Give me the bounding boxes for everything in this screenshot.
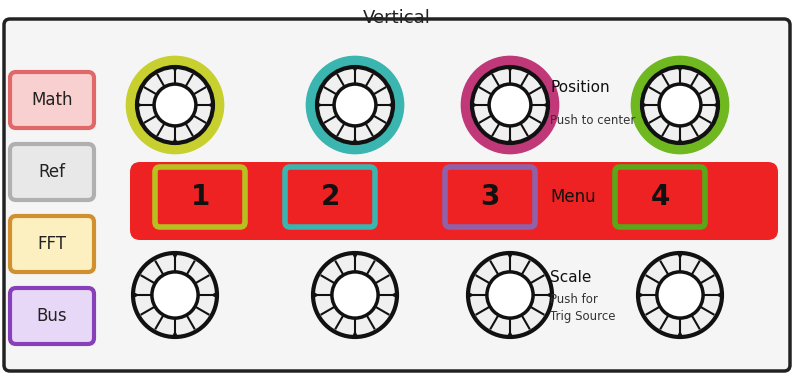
Circle shape	[306, 56, 403, 153]
Circle shape	[642, 66, 719, 144]
Circle shape	[659, 84, 701, 126]
Polygon shape	[712, 102, 718, 108]
Text: FFT: FFT	[37, 235, 67, 253]
Polygon shape	[207, 102, 213, 108]
Text: 2: 2	[320, 183, 340, 211]
FancyBboxPatch shape	[4, 19, 790, 371]
Polygon shape	[545, 292, 552, 298]
Polygon shape	[507, 137, 513, 143]
Circle shape	[152, 272, 198, 318]
Circle shape	[638, 253, 722, 337]
Circle shape	[154, 84, 196, 126]
Polygon shape	[677, 67, 683, 73]
FancyBboxPatch shape	[445, 167, 535, 227]
Text: Position: Position	[550, 80, 610, 96]
Polygon shape	[353, 137, 358, 143]
Circle shape	[642, 67, 718, 143]
Circle shape	[489, 84, 531, 126]
Circle shape	[472, 66, 549, 144]
Polygon shape	[314, 292, 319, 298]
Text: Push for
Trig Source: Push for Trig Source	[550, 293, 615, 323]
Circle shape	[487, 272, 533, 318]
Circle shape	[133, 253, 217, 337]
Text: Menu: Menu	[550, 188, 596, 206]
Polygon shape	[318, 102, 323, 108]
Polygon shape	[677, 137, 683, 143]
Circle shape	[461, 56, 559, 153]
Polygon shape	[472, 102, 478, 108]
Polygon shape	[387, 102, 392, 108]
Polygon shape	[352, 330, 358, 337]
Circle shape	[332, 272, 378, 318]
Text: 4: 4	[650, 183, 669, 211]
Polygon shape	[677, 330, 683, 337]
FancyBboxPatch shape	[615, 167, 705, 227]
FancyBboxPatch shape	[10, 72, 94, 128]
Circle shape	[472, 67, 548, 143]
Circle shape	[657, 272, 703, 318]
Polygon shape	[133, 292, 140, 298]
Polygon shape	[642, 102, 648, 108]
Polygon shape	[638, 292, 645, 298]
Text: Vertical: Vertical	[363, 9, 431, 27]
Text: 1: 1	[191, 183, 210, 211]
FancyBboxPatch shape	[10, 216, 94, 272]
Polygon shape	[468, 292, 475, 298]
Circle shape	[137, 67, 213, 143]
Text: Scale: Scale	[550, 271, 592, 285]
Polygon shape	[210, 292, 217, 298]
Polygon shape	[507, 254, 513, 260]
Circle shape	[468, 253, 552, 337]
FancyBboxPatch shape	[155, 167, 245, 227]
Polygon shape	[352, 254, 358, 260]
Polygon shape	[507, 330, 513, 337]
Polygon shape	[542, 102, 548, 108]
Circle shape	[126, 56, 224, 153]
Circle shape	[631, 56, 729, 153]
Polygon shape	[715, 292, 722, 298]
Polygon shape	[391, 292, 396, 298]
Circle shape	[313, 253, 397, 337]
Text: Math: Math	[31, 91, 73, 109]
Circle shape	[334, 84, 376, 126]
FancyBboxPatch shape	[10, 144, 94, 200]
Circle shape	[316, 66, 394, 144]
FancyBboxPatch shape	[130, 162, 778, 240]
Polygon shape	[172, 330, 178, 337]
Text: Ref: Ref	[38, 163, 65, 181]
Polygon shape	[172, 137, 178, 143]
Polygon shape	[507, 67, 513, 73]
Polygon shape	[677, 254, 683, 260]
Circle shape	[137, 66, 214, 144]
Polygon shape	[172, 254, 178, 260]
Polygon shape	[137, 102, 143, 108]
Text: Bus: Bus	[37, 307, 67, 325]
Circle shape	[317, 67, 393, 143]
FancyBboxPatch shape	[10, 288, 94, 344]
Polygon shape	[353, 67, 358, 73]
Text: Push to center: Push to center	[550, 113, 635, 127]
Text: 3: 3	[480, 183, 499, 211]
FancyBboxPatch shape	[285, 167, 375, 227]
Polygon shape	[172, 67, 178, 73]
